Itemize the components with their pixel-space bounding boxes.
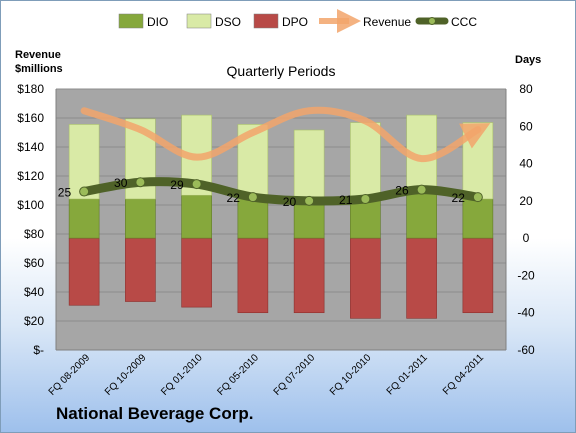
x-tick-label: FQ 10-2009 (103, 352, 149, 398)
bar-dio (350, 198, 381, 239)
bar-dpo (237, 237, 269, 314)
bar-dio (293, 204, 325, 239)
ccc-data-label: 26 (395, 184, 409, 198)
x-tick-label: FQ 01-2010 (159, 352, 205, 398)
right-tick-label: 0 (523, 231, 530, 245)
ccc-data-label: 25 (58, 186, 72, 200)
right-tick-label: -20 (517, 268, 535, 282)
left-axis-label-units: $millions (15, 63, 63, 75)
bar-dpo (350, 237, 381, 319)
bar-dio (181, 194, 212, 239)
right-tick-label: 40 (519, 157, 533, 171)
legend-swatch-dio (118, 13, 144, 29)
left-tick-label: $80 (24, 227, 44, 241)
left-tick-label: $40 (24, 285, 44, 299)
left-tick-label: $140 (17, 140, 44, 154)
x-tick-label: FQ 04-2011 (441, 352, 486, 397)
legend-label: DSO (215, 15, 241, 29)
bar-dio (237, 198, 269, 239)
bar-dio (68, 198, 100, 239)
chart-title: Quarterly Periods (227, 63, 336, 79)
bar-dio (462, 198, 494, 239)
left-tick-label: $100 (17, 198, 44, 212)
bar-dso (350, 122, 381, 200)
legend-label: DPO (282, 15, 308, 29)
ccc-marker (247, 192, 258, 203)
bar-dio (406, 193, 437, 239)
bar-dpo (181, 237, 212, 308)
left-tick-label: $- (33, 343, 44, 357)
right-tick-label: -40 (517, 306, 535, 320)
x-tick-label: FQ 07-2010 (272, 352, 318, 398)
ccc-marker (304, 195, 315, 206)
left-tick-label: $120 (17, 169, 44, 183)
ccc-data-label: 22 (452, 191, 466, 205)
ccc-marker (191, 179, 202, 190)
left-tick-label: $20 (24, 314, 44, 328)
bar-dso (293, 129, 325, 205)
ccc-marker (360, 193, 371, 204)
right-tick-label: 80 (519, 82, 533, 96)
ccc-marker (472, 192, 483, 203)
ccc-data-label: 29 (170, 178, 184, 192)
left-tick-label: $180 (17, 82, 44, 96)
legend-label: CCC (451, 15, 477, 29)
company-name: National Beverage Corp. (56, 404, 254, 423)
bar-dpo (406, 237, 437, 319)
bar-dpo (462, 237, 494, 314)
legend-swatch-dpo (253, 13, 279, 29)
ccc-marker (416, 184, 427, 195)
legend-swatch-ccc-marker (428, 17, 436, 25)
bar-dpo (293, 237, 325, 314)
right-axis-label: Days (515, 54, 541, 66)
left-tick-label: $60 (24, 256, 44, 270)
ccc-marker (79, 186, 90, 197)
right-tick-label: 20 (519, 194, 533, 208)
left-tick-label: $160 (17, 111, 44, 125)
x-tick-label: FQ 08-2009 (47, 352, 93, 398)
right-tick-label: 60 (519, 119, 533, 133)
bar-dio (125, 198, 156, 239)
revenue-line (80, 106, 491, 163)
x-tick-label: FQ 01-2011 (385, 352, 430, 397)
plot-area (56, 89, 506, 350)
x-tick-label: FQ 10-2010 (328, 352, 374, 398)
ccc-data-label: 30 (114, 176, 128, 190)
legend-swatch-dso (186, 13, 212, 29)
left-axis-label: Revenue (15, 49, 61, 61)
legend-label: Revenue (363, 15, 411, 29)
bar-dpo (125, 237, 156, 302)
right-tick-label: -60 (517, 343, 535, 357)
bar-dpo (68, 237, 100, 306)
ccc-data-label: 21 (339, 193, 353, 207)
x-tick-label: FQ 05-2010 (215, 352, 261, 398)
ccc-data-label: 20 (283, 195, 297, 209)
legend-label: DIO (147, 15, 168, 29)
ccc-marker (135, 177, 146, 188)
ccc-data-label: 22 (227, 191, 241, 205)
